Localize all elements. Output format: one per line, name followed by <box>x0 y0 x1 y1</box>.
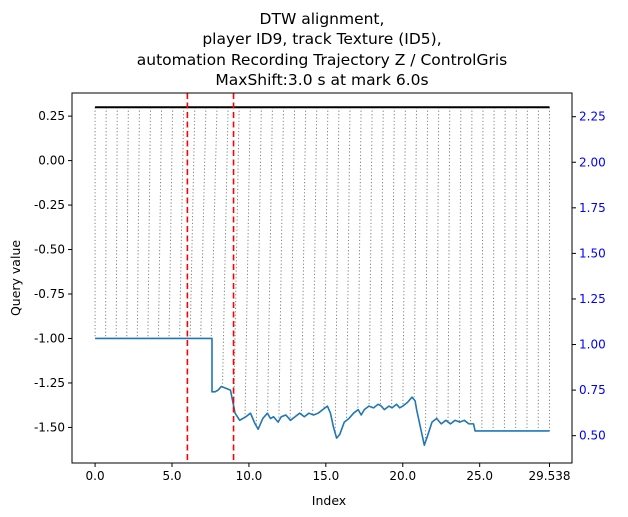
alignment-line <box>221 107 229 388</box>
y2-tick-label: 0.75 <box>579 383 606 397</box>
y2-tick-label: 1.75 <box>579 201 606 215</box>
title-line-1: DTW alignment, <box>260 10 385 28</box>
y-tick-label: -1.00 <box>34 331 65 345</box>
y-tick-label: -1.25 <box>34 376 65 390</box>
alignment-line <box>189 107 196 339</box>
alignment-line <box>436 107 440 419</box>
alignment-line <box>391 107 395 408</box>
x-tick-label: 0.0 <box>86 469 105 483</box>
plot-frame <box>71 92 573 464</box>
x-axis-label: Index <box>312 493 346 508</box>
alignment-line <box>233 107 240 407</box>
y2-tick-label: 1.00 <box>579 338 606 352</box>
alignment-line <box>334 107 340 434</box>
y2-tick-label: 2.25 <box>579 110 606 124</box>
title-line-2: player ID9, track Texture (ID5), <box>202 30 441 48</box>
x-tick-label: 5.0 <box>162 469 181 483</box>
alignment-line <box>300 107 307 415</box>
alignment-line <box>244 107 251 418</box>
y-tick-label: -1.50 <box>34 420 65 434</box>
alignment-line <box>136 107 140 339</box>
y-tick-label: 0.00 <box>38 154 65 168</box>
alignment-line <box>115 107 118 339</box>
alignment-line <box>168 107 174 339</box>
alignment-line <box>210 107 218 339</box>
alignment-line <box>503 107 506 431</box>
alignment-line <box>312 107 318 415</box>
y2-tick-label: 1.25 <box>579 292 606 306</box>
x-tick-label: 10.0 <box>236 469 263 483</box>
title-line-4: MaxShift:3.0 s at mark 6.0s <box>215 71 428 89</box>
plot-area <box>94 93 551 463</box>
alignment-line <box>147 107 151 339</box>
alignment-line <box>323 107 329 409</box>
alignment-line <box>492 107 495 431</box>
alignment-line <box>255 107 262 427</box>
alignment-line <box>481 107 484 431</box>
title-line-3: automation Recording Trajectory Z / Cont… <box>137 51 508 69</box>
alignment-line <box>278 107 284 421</box>
y2-tick-label: 2.00 <box>579 155 606 169</box>
alignment-line <box>179 107 185 339</box>
alignment-line <box>126 107 129 339</box>
alignment-line <box>447 107 451 422</box>
alignment-line <box>470 107 473 424</box>
alignment-line <box>413 107 418 400</box>
alignment-line <box>424 107 429 442</box>
alignment-line <box>402 107 406 406</box>
y2-tick-label: 0.50 <box>579 429 606 443</box>
alignment-lines <box>94 107 551 442</box>
y2-tick-label: 1.50 <box>579 246 606 260</box>
y-tick-label: -0.50 <box>34 243 65 257</box>
y-axis-label: Query value <box>8 240 23 316</box>
chart-title: DTW alignment, player ID9, track Texture… <box>137 10 508 89</box>
alignment-line <box>289 107 296 420</box>
alignment-line <box>357 107 362 410</box>
x-tick-label: 29.538 <box>529 469 571 483</box>
y-tick-label: -0.75 <box>34 287 65 301</box>
axes: 0.0 5.0 10.0 15.0 20.0 25.0 29.538 0.25 0.00 -0.2… <box>34 109 606 483</box>
alignment-line <box>458 107 462 422</box>
x-tick-label: 15.0 <box>312 469 339 483</box>
x-tick-label: 25.0 <box>466 469 493 483</box>
x-tick-label: 20.0 <box>389 469 416 483</box>
y-tick-label: -0.25 <box>34 198 65 212</box>
alignment-line <box>346 107 351 421</box>
alignment-line <box>368 107 373 407</box>
alignment-line <box>157 107 163 339</box>
query-line <box>95 337 550 447</box>
alignment-line <box>105 107 107 339</box>
alignment-line <box>379 107 384 406</box>
alignment-line <box>200 107 207 339</box>
alignment-line <box>515 107 517 431</box>
alignment-line <box>267 107 273 414</box>
y-tick-label: 0.25 <box>38 109 65 123</box>
